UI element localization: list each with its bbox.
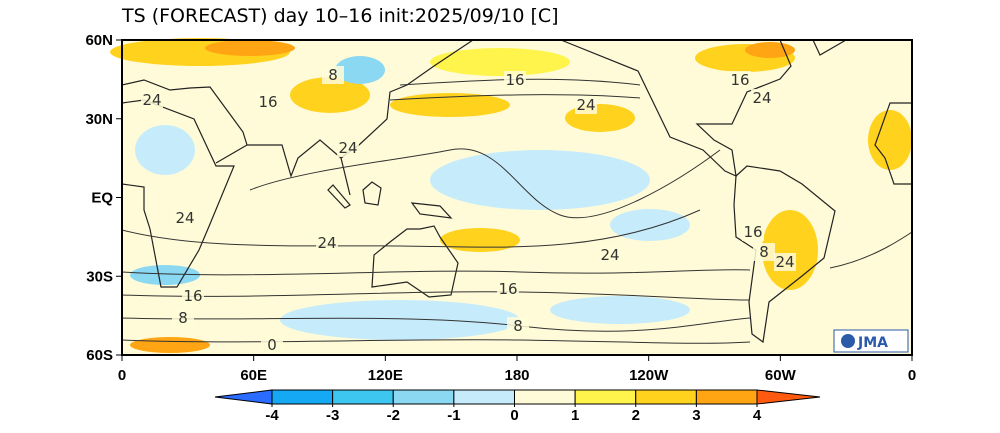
colorbar-segment <box>392 389 455 405</box>
contour-label: 24 <box>142 91 161 109</box>
contour-label-bg <box>182 287 204 305</box>
colorbar-tick-label: -3 <box>326 407 339 424</box>
map: JMA <box>110 38 913 356</box>
contour-label: 24 <box>338 139 357 157</box>
contour-label-bg <box>504 71 526 89</box>
logo: JMA <box>833 329 909 353</box>
lat-label: 30N <box>85 111 113 128</box>
contour-label: 24 <box>576 96 595 114</box>
contour-label: 24 <box>317 234 336 252</box>
colorbar-tick-label: -4 <box>265 407 279 424</box>
contour-label: 24 <box>775 253 794 271</box>
contour-label: 16 <box>258 93 277 111</box>
contour-label-bg <box>774 253 796 271</box>
contour-label-bg <box>599 246 621 264</box>
contour-label-bg <box>729 71 751 89</box>
lon-label: 120E <box>368 367 403 384</box>
colorbar-segment <box>271 389 334 405</box>
lon-label: 180 <box>504 367 529 384</box>
colorbar-segment <box>695 389 758 405</box>
colorbar-tick-label: -2 <box>387 407 400 424</box>
logo-text: JMA <box>857 335 888 351</box>
colorbar-segment <box>635 389 697 405</box>
contour-label-bg <box>316 234 338 252</box>
contour-label-bg <box>261 336 283 354</box>
colorbar-segment <box>574 389 637 405</box>
colorbar-segment <box>514 389 576 405</box>
contour-label: 16 <box>498 280 517 298</box>
lon-label: 60W <box>765 367 797 384</box>
colorbar-tick-label: 3 <box>692 407 700 424</box>
colorbar-high-arrow <box>756 389 821 405</box>
contour-label-bg <box>257 93 279 111</box>
contour-label: 16 <box>183 287 202 305</box>
contour-label: 24 <box>600 246 619 264</box>
contour-label-bg <box>172 309 194 327</box>
colorbar-tick-label: 1 <box>571 407 579 424</box>
title: TS (FORECAST) day 10–16 init:2025/09/10 … <box>121 5 559 27</box>
colorbar-tick-label: 2 <box>632 407 640 424</box>
contour-label: 8 <box>328 66 338 84</box>
lon-label: 120W <box>629 367 669 384</box>
lat-label: 60S <box>86 347 113 364</box>
contour-label: 24 <box>175 209 194 227</box>
contour-label: 8 <box>178 309 188 327</box>
lon-label: 0 <box>118 367 126 384</box>
lon-label: 0 <box>908 367 916 384</box>
shading <box>110 38 912 353</box>
contour-label-bg <box>322 66 344 84</box>
contours <box>121 78 913 344</box>
colorbar-segment <box>453 389 515 405</box>
contour-label-bg <box>337 139 359 157</box>
contour-label-bg <box>742 223 764 241</box>
colorbar-low-arrow <box>214 389 273 405</box>
contour-label-bg <box>753 243 775 261</box>
contour-label: 8 <box>759 243 769 261</box>
contour-label: 16 <box>743 223 762 241</box>
colorbar-tick-label: -1 <box>447 407 460 424</box>
contour-label-bg <box>507 317 529 335</box>
contour-label: 24 <box>752 89 771 107</box>
colorbar-tick-label: 4 <box>753 407 762 424</box>
colorbar-segment <box>332 389 394 405</box>
contour-label-bg <box>497 280 519 298</box>
colorbar-tick-label: 0 <box>510 407 518 424</box>
contour-label: 16 <box>505 71 524 89</box>
contour-label-bg <box>751 89 773 107</box>
contour-label-bg <box>141 91 163 109</box>
contour-label-bg <box>174 209 196 227</box>
contour-label: 16 <box>730 71 749 89</box>
contour-label: 8 <box>513 317 523 335</box>
lon-label: 60E <box>240 367 267 384</box>
contour-label-bg <box>575 96 597 114</box>
contour-label: 0 <box>267 336 277 354</box>
lat-label: 30S <box>86 268 113 285</box>
lat-label: 60N <box>85 32 113 49</box>
lat-label: EQ <box>91 190 113 207</box>
